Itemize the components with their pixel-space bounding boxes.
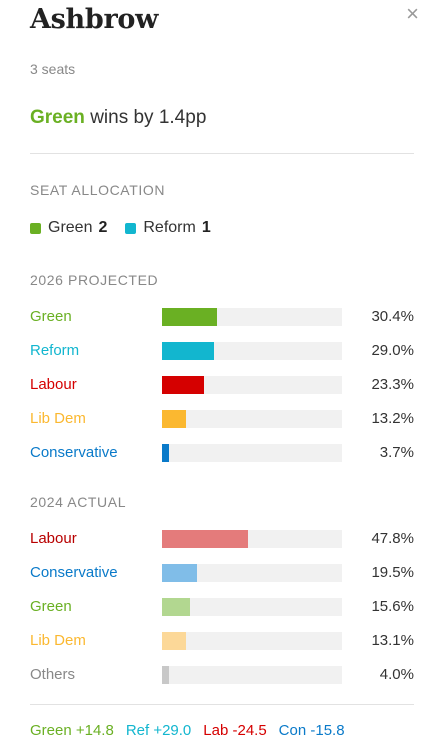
bar-fill — [162, 410, 186, 428]
vote-share: 13.2% — [371, 410, 414, 427]
seat-count: 3 seats — [30, 61, 76, 77]
bar-row: Conservative 19.5% — [30, 564, 414, 598]
divider — [30, 153, 414, 154]
reform-swatch — [125, 222, 137, 234]
bar-fill — [162, 342, 215, 360]
vote-share: 3.7% — [379, 444, 414, 461]
projected-bars: Green 30.4% Reform 29.0% Labour 23.3% Lib Dem 1… — [30, 308, 414, 478]
seat-allocation-title: SEAT ALLOCATION — [30, 182, 166, 198]
allocation-party: Reform — [143, 219, 196, 236]
bar-fill — [162, 376, 204, 394]
vote-change: Ref +29.0 — [125, 722, 192, 739]
party-name: Conservative — [30, 444, 118, 461]
allocation-seats: 2 — [98, 219, 108, 236]
bar-fill — [162, 564, 198, 582]
party-name: Others — [30, 666, 76, 683]
bar-fill — [162, 444, 169, 462]
bar-track — [162, 632, 342, 650]
bar-track — [162, 376, 342, 394]
party-name: Labour — [30, 530, 77, 547]
bar-track — [162, 564, 342, 582]
party-name: Green — [30, 598, 72, 615]
party-name: Conservative — [30, 564, 118, 581]
bar-fill — [162, 308, 217, 326]
bar-fill — [162, 632, 186, 650]
bar-track — [162, 410, 342, 428]
bar-row: Labour 47.8% — [30, 530, 414, 564]
result-headline: Green wins by 1.4pp — [30, 107, 206, 129]
bar-track — [162, 530, 342, 548]
vote-share: 47.8% — [371, 530, 414, 547]
vote-change: Green +14.8 — [30, 722, 114, 739]
allocation-reform: Reform 1 — [125, 219, 211, 237]
vote-share: 13.1% — [371, 632, 414, 649]
vote-share: 29.0% — [371, 342, 414, 359]
divider — [30, 704, 414, 705]
party-name: Lib Dem — [30, 632, 86, 649]
bar-row: Labour 23.3% — [30, 376, 414, 410]
vote-share: 23.3% — [371, 376, 414, 393]
bar-track — [162, 444, 342, 462]
vote-changes: Green +14.8 Ref +29.0 Lab -24.5 Con -15.8 — [30, 722, 357, 739]
bar-track — [162, 666, 342, 684]
vote-change: Lab -24.5 — [203, 722, 267, 739]
bar-row: Green 30.4% — [30, 308, 414, 342]
party-name: Labour — [30, 376, 77, 393]
margin-text: wins by 1.4pp — [90, 107, 207, 128]
party-name: Reform — [30, 342, 80, 359]
vote-share: 19.5% — [371, 564, 414, 581]
actual-title: 2024 ACTUAL — [30, 494, 127, 510]
vote-share: 15.6% — [371, 598, 414, 615]
bar-fill — [162, 598, 191, 616]
bar-row: Lib Dem 13.2% — [30, 410, 414, 444]
bar-fill — [162, 530, 249, 548]
green-swatch — [30, 222, 41, 234]
vote-change: Con -15.8 — [278, 722, 345, 739]
bar-row: Lib Dem 13.1% — [30, 632, 414, 666]
actual-bars: Labour 47.8% Conservative 19.5% Green 15.6% Li… — [30, 530, 414, 700]
bar-row: Reform 29.0% — [30, 342, 414, 376]
party-name: Green — [30, 308, 72, 325]
bar-row: Others 4.0% — [30, 666, 414, 700]
allocation-green: Green 2 — [30, 219, 107, 237]
bar-track — [162, 342, 342, 360]
bar-track — [162, 598, 342, 616]
bar-row: Green 15.6% — [30, 598, 414, 632]
bar-track — [162, 308, 342, 326]
constituency-title: Ashbrow — [30, 4, 159, 35]
close-icon[interactable]: × — [406, 1, 419, 26]
vote-share: 30.4% — [371, 308, 414, 325]
seat-allocation: Green 2 Reform 1 — [30, 219, 229, 237]
allocation-seats: 1 — [201, 219, 211, 236]
winning-party: Green — [30, 107, 85, 128]
bar-row: Conservative 3.7% — [30, 444, 414, 478]
allocation-party: Green — [48, 219, 93, 236]
vote-share: 4.0% — [379, 666, 414, 683]
projected-title: 2026 PROJECTED — [30, 272, 159, 288]
party-name: Lib Dem — [30, 410, 86, 427]
bar-fill — [162, 666, 170, 684]
